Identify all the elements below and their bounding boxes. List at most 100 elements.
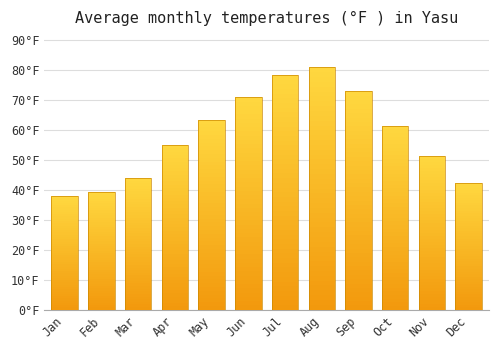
Bar (235, 131, 262, 135)
Bar (382, 137, 408, 140)
Bar (346, 257, 372, 262)
Bar (52, 203, 78, 205)
Bar (456, 208, 482, 211)
Bar (162, 293, 188, 296)
Bar (235, 259, 262, 263)
Bar (456, 292, 482, 294)
Bar (198, 161, 225, 165)
Bar (125, 268, 152, 270)
Bar (418, 205, 445, 208)
Bar (198, 268, 225, 272)
Bar (382, 126, 408, 310)
Bar (125, 302, 152, 304)
Bar (88, 201, 115, 203)
Bar (418, 242, 445, 245)
Bar (382, 244, 408, 247)
Bar (382, 210, 408, 214)
Bar (198, 272, 225, 275)
Bar (235, 272, 262, 276)
Bar (308, 106, 335, 111)
Bar (418, 291, 445, 294)
Bar (88, 191, 115, 310)
Bar (125, 299, 152, 302)
Bar (346, 196, 372, 201)
Bar (272, 305, 298, 310)
Bar (235, 306, 262, 310)
Bar (346, 296, 372, 301)
Bar (52, 228, 78, 230)
Bar (456, 261, 482, 264)
Bar (346, 96, 372, 100)
Bar (382, 302, 408, 306)
Bar (88, 258, 115, 260)
Bar (346, 227, 372, 231)
Bar (272, 197, 298, 202)
Bar (346, 100, 372, 104)
Bar (308, 266, 335, 271)
Bar (88, 260, 115, 262)
Bar (382, 192, 408, 196)
Bar (88, 262, 115, 265)
Bar (198, 245, 225, 249)
Bar (346, 126, 372, 131)
Bar (418, 174, 445, 177)
Bar (162, 277, 188, 280)
Bar (456, 236, 482, 238)
Bar (162, 270, 188, 273)
Bar (418, 208, 445, 211)
Bar (418, 226, 445, 230)
Bar (346, 253, 372, 257)
Bar (308, 126, 335, 131)
Bar (235, 97, 262, 102)
Bar (308, 276, 335, 281)
Bar (198, 275, 225, 279)
Bar (272, 234, 298, 239)
Bar (272, 79, 298, 84)
Bar (235, 191, 262, 195)
Bar (162, 290, 188, 293)
Bar (162, 165, 188, 168)
Bar (88, 305, 115, 307)
Bar (198, 287, 225, 291)
Bar (162, 251, 188, 254)
Bar (162, 152, 188, 155)
Bar (382, 177, 408, 181)
Bar (382, 181, 408, 184)
Bar (382, 247, 408, 251)
Bar (418, 307, 445, 310)
Bar (456, 203, 482, 205)
Bar (52, 287, 78, 289)
Bar (198, 120, 225, 124)
Bar (88, 248, 115, 251)
Bar (235, 267, 262, 272)
Bar (272, 258, 298, 263)
Bar (88, 270, 115, 272)
Bar (162, 231, 188, 234)
Bar (456, 256, 482, 259)
Bar (382, 306, 408, 310)
Bar (198, 306, 225, 310)
Bar (88, 298, 115, 300)
Bar (382, 251, 408, 254)
Bar (456, 276, 482, 279)
Bar (52, 214, 78, 217)
Bar (52, 241, 78, 244)
Bar (456, 183, 482, 310)
Bar (272, 230, 298, 235)
Bar (125, 181, 152, 183)
Bar (456, 193, 482, 195)
Bar (88, 274, 115, 277)
Bar (88, 279, 115, 281)
Bar (198, 279, 225, 283)
Bar (272, 277, 298, 281)
Bar (235, 280, 262, 284)
Bar (382, 140, 408, 144)
Bar (346, 209, 372, 214)
Bar (88, 281, 115, 284)
Bar (272, 202, 298, 206)
Bar (382, 276, 408, 280)
Bar (52, 253, 78, 255)
Bar (382, 155, 408, 159)
Bar (52, 223, 78, 226)
Bar (235, 293, 262, 297)
